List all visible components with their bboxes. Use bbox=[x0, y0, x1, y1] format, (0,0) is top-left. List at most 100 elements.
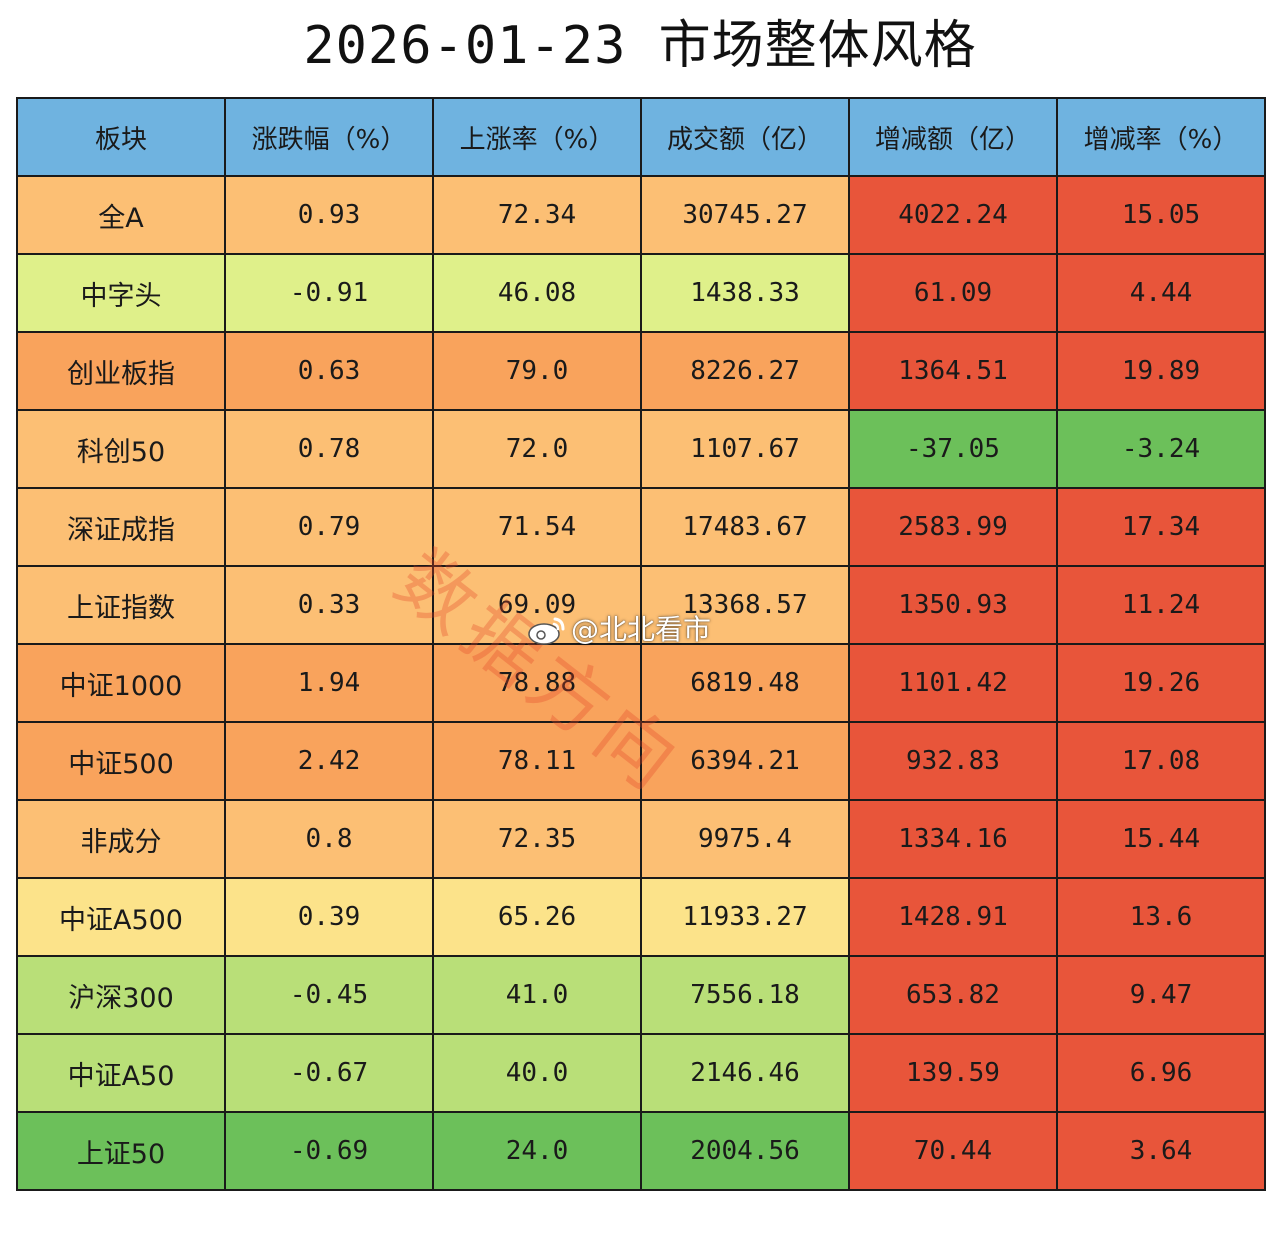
table-row: 沪深300 -0.45 41.0 7556.18 653.82 9.47 bbox=[16, 955, 1266, 1035]
up-ratio-cell: 40.0 bbox=[432, 1033, 642, 1113]
delta-pct-cell: 13.6 bbox=[1056, 877, 1266, 957]
sector-name-cell: 上证50 bbox=[16, 1111, 226, 1191]
delta-cell: 139.59 bbox=[848, 1033, 1058, 1113]
sector-name-cell: 深证成指 bbox=[16, 487, 226, 567]
change-pct-cell: 2.42 bbox=[224, 721, 434, 801]
sector-name-cell: 非成分 bbox=[16, 799, 226, 879]
change-pct-cell: 0.93 bbox=[224, 175, 434, 255]
table-row: 非成分 0.8 72.35 9975.4 1334.16 15.44 bbox=[16, 799, 1266, 879]
page-title: 2026-01-23 市场整体风格 bbox=[303, 16, 977, 76]
delta-cell: 61.09 bbox=[848, 253, 1058, 333]
turnover-cell: 6819.48 bbox=[640, 643, 850, 723]
change-pct-cell: 0.79 bbox=[224, 487, 434, 567]
delta-cell: 653.82 bbox=[848, 955, 1058, 1035]
sector-name-cell: 中证A500 bbox=[16, 877, 226, 957]
delta-pct-cell: 17.08 bbox=[1056, 721, 1266, 801]
header-row: 板块 涨跌幅（%） 上涨率（%） 成交额（亿） 增减额（亿） 增减率（%） bbox=[16, 97, 1266, 177]
turnover-cell: 30745.27 bbox=[640, 175, 850, 255]
table-row: 深证成指 0.79 71.54 17483.67 2583.99 17.34 bbox=[16, 487, 1266, 567]
sector-name-cell: 创业板指 bbox=[16, 331, 226, 411]
change-pct-cell: 0.78 bbox=[224, 409, 434, 489]
delta-cell: -37.05 bbox=[848, 409, 1058, 489]
sector-name-cell: 科创50 bbox=[16, 409, 226, 489]
turnover-cell: 1107.67 bbox=[640, 409, 850, 489]
delta-pct-cell: 15.44 bbox=[1056, 799, 1266, 879]
sector-name-cell: 中证A50 bbox=[16, 1033, 226, 1113]
turnover-cell: 8226.27 bbox=[640, 331, 850, 411]
sector-name-cell: 全A bbox=[16, 175, 226, 255]
column-header-delta-pct: 增减率（%） bbox=[1056, 97, 1266, 177]
turnover-cell: 2004.56 bbox=[640, 1111, 850, 1191]
table-row: 中证1000 1.94 78.88 6819.48 1101.42 19.26 bbox=[16, 643, 1266, 723]
turnover-cell: 1438.33 bbox=[640, 253, 850, 333]
delta-pct-cell: 11.24 bbox=[1056, 565, 1266, 645]
table-row: 科创50 0.78 72.0 1107.67 -37.05 -3.24 bbox=[16, 409, 1266, 489]
up-ratio-cell: 71.54 bbox=[432, 487, 642, 567]
sector-name-cell: 沪深300 bbox=[16, 955, 226, 1035]
delta-cell: 1364.51 bbox=[848, 331, 1058, 411]
sector-name-cell: 上证指数 bbox=[16, 565, 226, 645]
up-ratio-cell: 79.0 bbox=[432, 331, 642, 411]
column-header-delta: 增减额（亿） bbox=[848, 97, 1058, 177]
delta-cell: 1428.91 bbox=[848, 877, 1058, 957]
delta-cell: 2583.99 bbox=[848, 487, 1058, 567]
sector-name-cell: 中字头 bbox=[16, 253, 226, 333]
up-ratio-cell: 41.0 bbox=[432, 955, 642, 1035]
delta-pct-cell: 17.34 bbox=[1056, 487, 1266, 567]
up-ratio-cell: 78.11 bbox=[432, 721, 642, 801]
delta-pct-cell: 3.64 bbox=[1056, 1111, 1266, 1191]
delta-cell: 932.83 bbox=[848, 721, 1058, 801]
market-style-table: 板块 涨跌幅（%） 上涨率（%） 成交额（亿） 增减额（亿） 增减率（%） 全A… bbox=[16, 97, 1266, 1191]
change-pct-cell: -0.69 bbox=[224, 1111, 434, 1191]
delta-pct-cell: 9.47 bbox=[1056, 955, 1266, 1035]
delta-pct-cell: 15.05 bbox=[1056, 175, 1266, 255]
turnover-cell: 6394.21 bbox=[640, 721, 850, 801]
delta-pct-cell: 19.89 bbox=[1056, 331, 1266, 411]
change-pct-cell: 0.39 bbox=[224, 877, 434, 957]
turnover-cell: 11933.27 bbox=[640, 877, 850, 957]
table-row: 上证50 -0.69 24.0 2004.56 70.44 3.64 bbox=[16, 1111, 1266, 1191]
turnover-cell: 17483.67 bbox=[640, 487, 850, 567]
table-row: 创业板指 0.63 79.0 8226.27 1364.51 19.89 bbox=[16, 331, 1266, 411]
weibo-logo-icon bbox=[528, 617, 565, 645]
table-row: 中证A50 -0.67 40.0 2146.46 139.59 6.96 bbox=[16, 1033, 1266, 1113]
delta-pct-cell: 19.26 bbox=[1056, 643, 1266, 723]
up-ratio-cell: 72.35 bbox=[432, 799, 642, 879]
change-pct-cell: 0.33 bbox=[224, 565, 434, 645]
up-ratio-cell: 78.88 bbox=[432, 643, 642, 723]
delta-cell: 70.44 bbox=[848, 1111, 1058, 1191]
delta-cell: 1101.42 bbox=[848, 643, 1058, 723]
turnover-cell: 13368.57 bbox=[640, 565, 850, 645]
delta-cell: 4022.24 bbox=[848, 175, 1058, 255]
weibo-handle: @北北看市 bbox=[571, 613, 712, 646]
column-header-sector: 板块 bbox=[16, 97, 226, 177]
change-pct-cell: -0.67 bbox=[224, 1033, 434, 1113]
sector-name-cell: 中证500 bbox=[16, 721, 226, 801]
turnover-cell: 9975.4 bbox=[640, 799, 850, 879]
up-ratio-cell: 72.34 bbox=[432, 175, 642, 255]
up-ratio-cell: 72.0 bbox=[432, 409, 642, 489]
delta-cell: 1350.93 bbox=[848, 565, 1058, 645]
delta-cell: 1334.16 bbox=[848, 799, 1058, 879]
up-ratio-cell: 24.0 bbox=[432, 1111, 642, 1191]
delta-pct-cell: 4.44 bbox=[1056, 253, 1266, 333]
up-ratio-cell: 65.26 bbox=[432, 877, 642, 957]
up-ratio-cell: 46.08 bbox=[432, 253, 642, 333]
sector-name-cell: 中证1000 bbox=[16, 643, 226, 723]
column-header-up-ratio: 上涨率（%） bbox=[432, 97, 642, 177]
table-row: 全A 0.93 72.34 30745.27 4022.24 15.05 bbox=[16, 175, 1266, 255]
delta-pct-cell: -3.24 bbox=[1056, 409, 1266, 489]
change-pct-cell: 0.8 bbox=[224, 799, 434, 879]
change-pct-cell: 0.63 bbox=[224, 331, 434, 411]
table-row: 中证A500 0.39 65.26 11933.27 1428.91 13.6 bbox=[16, 877, 1266, 957]
change-pct-cell: -0.91 bbox=[224, 253, 434, 333]
column-header-change-pct: 涨跌幅（%） bbox=[224, 97, 434, 177]
change-pct-cell: -0.45 bbox=[224, 955, 434, 1035]
column-header-turnover: 成交额（亿） bbox=[640, 97, 850, 177]
turnover-cell: 2146.46 bbox=[640, 1033, 850, 1113]
weibo-watermark: @北北看市 bbox=[527, 608, 711, 652]
change-pct-cell: 1.94 bbox=[224, 643, 434, 723]
delta-pct-cell: 6.96 bbox=[1056, 1033, 1266, 1113]
table-row: 中证500 2.42 78.11 6394.21 932.83 17.08 bbox=[16, 721, 1266, 801]
turnover-cell: 7556.18 bbox=[640, 955, 850, 1035]
